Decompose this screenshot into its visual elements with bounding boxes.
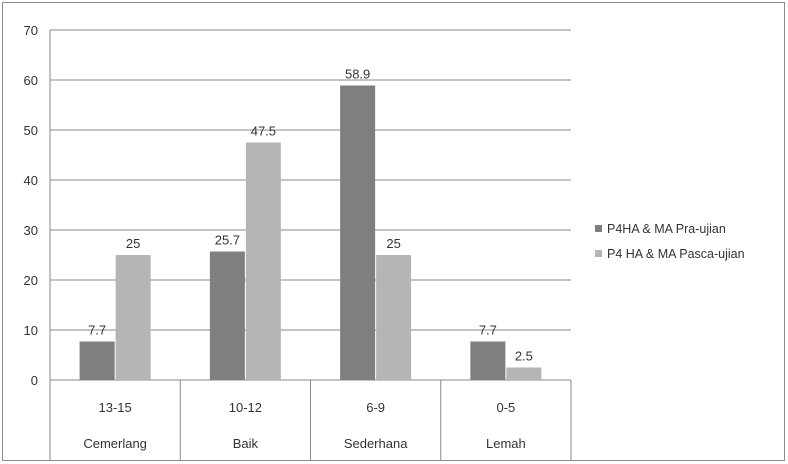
x-tick-label: 6-9 — [366, 400, 385, 415]
bar — [115, 255, 151, 380]
bar — [506, 367, 542, 380]
category-group-label: Cemerlang — [83, 436, 147, 451]
data-label: 7.7 — [88, 323, 106, 338]
bar — [245, 142, 281, 380]
bar — [340, 85, 376, 380]
x-tick-label: 10-12 — [229, 400, 262, 415]
bars — [79, 85, 542, 380]
y-tick-label: 70 — [24, 23, 38, 38]
category-group-label: Sederhana — [344, 436, 408, 451]
y-tick-label: 20 — [24, 273, 38, 288]
category-labels: 13-15 Cemerlang 10-12 Baik 6-9 Sederhana 0-5 Le… — [83, 400, 525, 451]
legend-label: P4HA & MA Pra-ujian — [607, 222, 726, 236]
category-group-label: Lemah — [486, 436, 526, 451]
data-label: 25 — [386, 236, 400, 251]
legend-swatch — [595, 225, 602, 232]
x-tick-label: 13-15 — [99, 400, 132, 415]
bar — [470, 341, 506, 380]
legend: P4HA & MA Pra-ujian P4 HA & MA Pasca-ujia… — [595, 222, 745, 261]
data-label: 2.5 — [515, 349, 533, 364]
data-label: 7.7 — [479, 323, 497, 338]
x-tick-label: 0-5 — [496, 400, 515, 415]
bar — [209, 251, 245, 380]
category-group-label: Baik — [233, 436, 259, 451]
y-tick-label: 50 — [24, 123, 38, 138]
bar — [376, 255, 412, 380]
y-tick-label: 0 — [31, 373, 38, 388]
y-tick-label: 40 — [24, 173, 38, 188]
data-label: 25 — [126, 236, 140, 251]
data-label: 47.5 — [251, 124, 276, 139]
bar — [79, 341, 115, 380]
data-label: 58.9 — [345, 67, 370, 82]
y-tick-label: 10 — [24, 323, 38, 338]
y-axis-tick-labels: 0 10 20 30 40 50 60 70 — [24, 23, 38, 388]
legend-label: P4 HA & MA Pasca-ujian — [607, 247, 745, 261]
y-tick-label: 30 — [24, 223, 38, 238]
data-label: 25.7 — [215, 233, 240, 248]
data-labels: 7.7 25 25.7 47.5 58.9 25 7.7 2.5 — [88, 67, 533, 364]
legend-swatch — [595, 250, 602, 257]
y-tick-label: 60 — [24, 73, 38, 88]
